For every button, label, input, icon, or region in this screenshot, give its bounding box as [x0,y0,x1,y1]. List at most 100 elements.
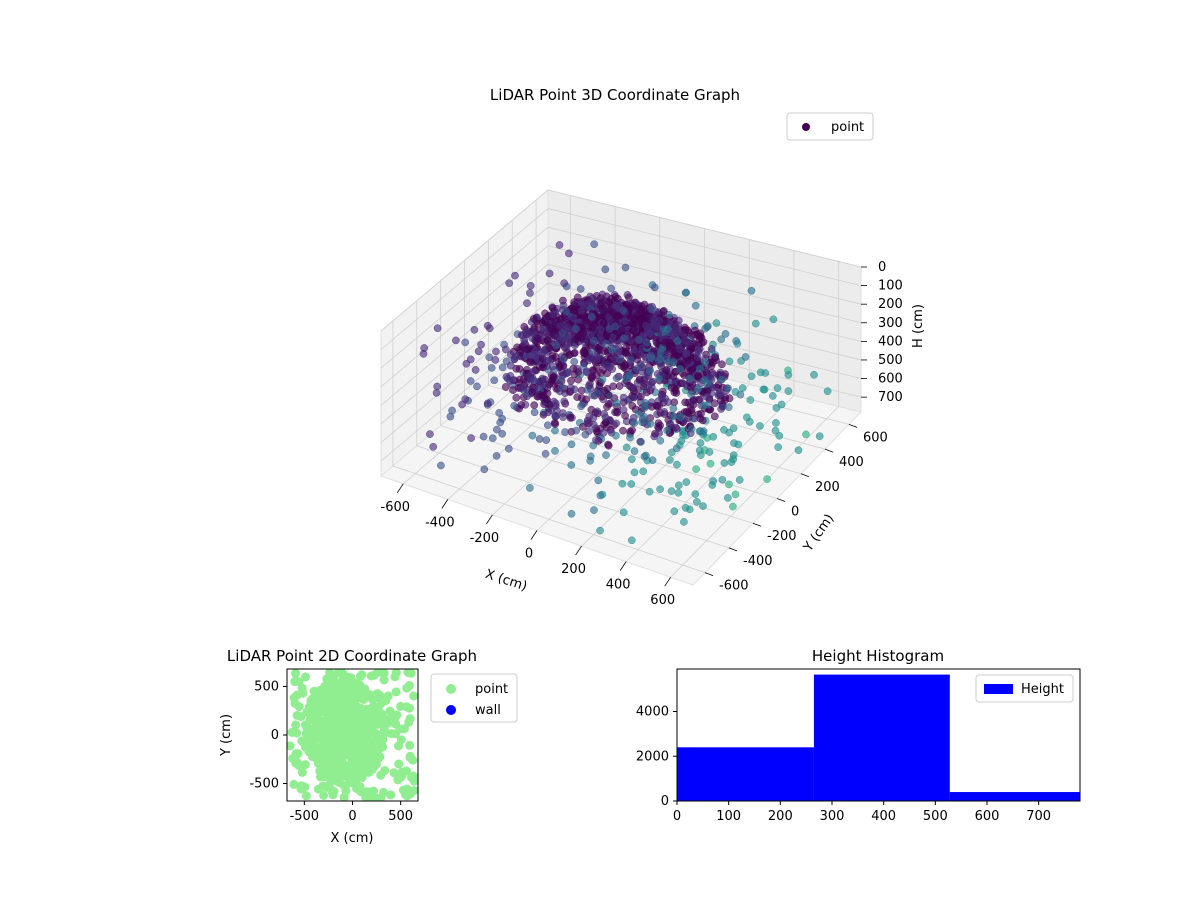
point-3d [620,334,629,343]
point-3d [706,459,715,468]
point-3d [577,306,586,315]
point-3d [747,286,756,295]
point-3d [709,432,718,441]
x-tick-label: 500 [388,809,413,824]
point-3d [419,349,428,358]
point-3d [480,465,489,474]
point-3d [483,399,492,408]
point-3d [709,477,718,485]
point-2d [367,726,377,736]
point-3d [492,452,501,460]
point-3d [769,315,778,324]
chart3d-legend-label-point: point [831,120,864,135]
hist-bar [813,674,950,801]
chart3d-legend: point [786,112,874,141]
y-tick [704,572,714,577]
point-3d [517,384,526,392]
point-3d [558,329,567,337]
point-3d [718,475,727,484]
y-tick-label: 600 [863,430,888,445]
point-3d [771,426,780,435]
point-3d [711,353,720,361]
point-3d [534,319,542,328]
point-3d [515,345,524,354]
point-3d [735,476,744,484]
point-3d [699,427,708,436]
grid-x [625,250,795,562]
point-3d [461,338,470,347]
point-3d [629,301,638,310]
point-3d [602,451,610,459]
point-3d [607,284,615,293]
point-2d [329,767,339,777]
z-tick-label: 600 [878,372,903,387]
point-3d [655,375,663,383]
chart2d-title: LiDAR Point 2D Coordinate Graph [227,647,477,665]
point-3d [590,506,598,514]
point-3d [751,319,760,328]
point-3d [563,368,572,377]
point-3d [644,381,653,389]
point-3d [504,444,513,453]
point-3d [691,301,700,310]
y-tick-label: 0 [271,728,279,743]
point-2d [333,669,343,678]
point-2d [324,755,334,765]
point-3d [576,285,585,293]
point-3d [570,298,579,306]
chart2d-legend: point wall [430,673,518,723]
point-3d [672,425,681,433]
point-3d [694,385,702,393]
point-3d [549,310,558,319]
point-3d [729,502,737,511]
point-2d [403,669,413,677]
point-3d [685,374,694,383]
point-2d [340,676,350,685]
chart2d-xlabel: X (cm) [331,831,374,846]
point-3d [663,426,671,435]
point-3d [667,487,676,495]
point-3d [599,319,608,328]
point-3d [630,468,639,477]
point-3d [773,384,782,392]
point-3d [699,502,707,510]
x-tick-label: 200 [561,562,586,577]
point-3d [586,354,595,363]
point-2d [351,722,361,732]
point-3d [628,383,637,392]
point-3d [612,398,621,407]
grid-x [670,261,840,578]
point-3d [448,406,456,415]
point-3d [520,338,529,347]
point-2d [326,700,336,710]
point-3d [712,319,721,327]
point-3d [747,372,756,381]
point-3d [501,345,510,354]
point-2d [324,714,334,724]
point-2d [394,759,404,769]
point-2d [402,766,411,776]
point-3d [729,424,738,433]
z-tick-label: 400 [878,334,903,349]
point-3d [724,403,733,411]
point-2d [319,697,328,707]
point-3d [426,430,434,438]
point-3d [511,352,520,361]
point-3d [774,443,783,451]
point-3d [570,357,579,366]
point-3d [560,279,569,288]
point-2d [291,669,300,678]
point-3d [643,326,652,335]
point-3d [651,322,660,331]
point-3d [646,419,655,428]
point-3d [541,449,550,458]
point-3d [725,480,733,489]
x-tick-label: 400 [606,578,631,593]
chart3d-legend-frame [786,112,874,141]
point-2d [343,696,353,706]
point-2d [318,771,328,781]
y-tick-label: -500 [249,777,279,792]
point-3d [588,348,597,356]
point-2d [370,792,379,801]
